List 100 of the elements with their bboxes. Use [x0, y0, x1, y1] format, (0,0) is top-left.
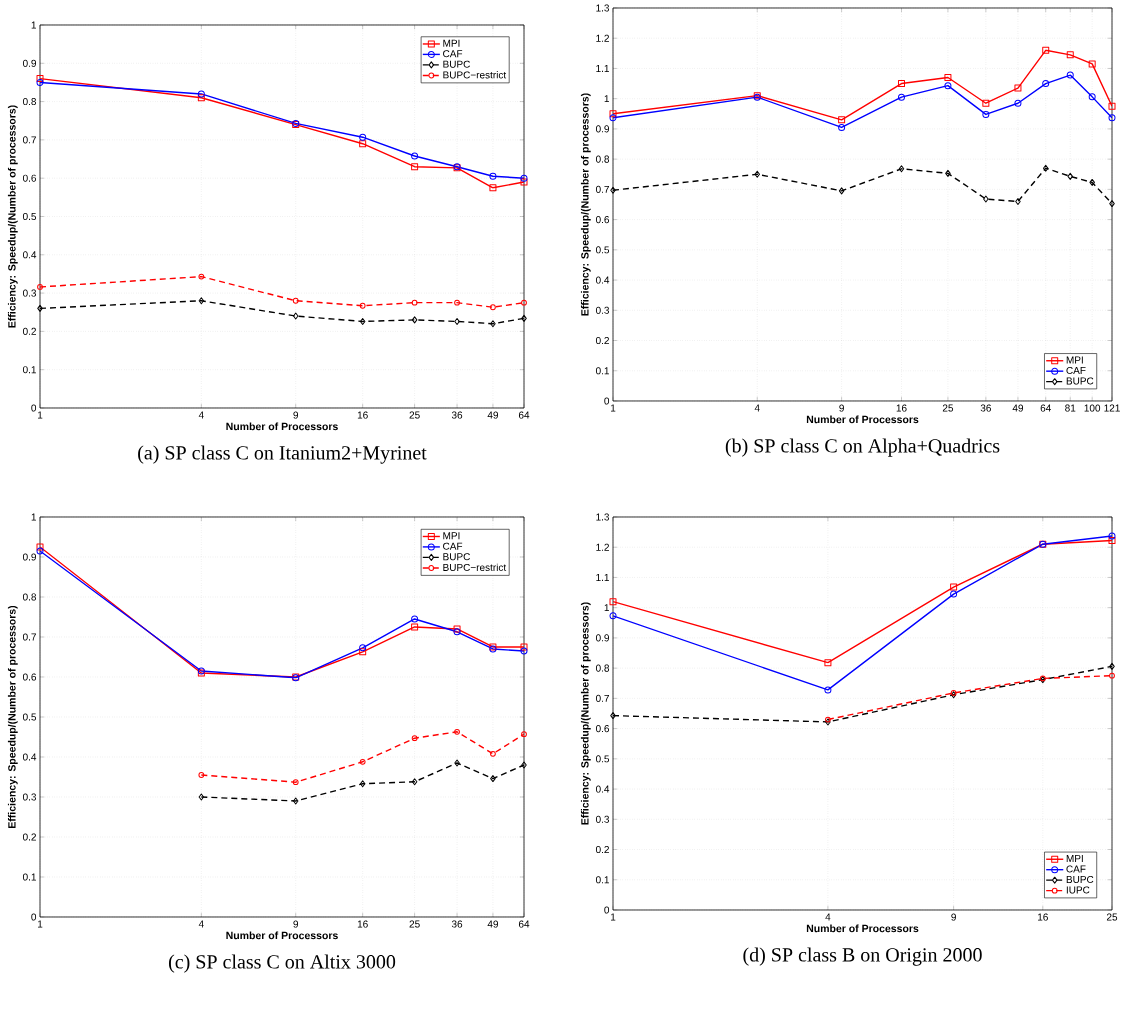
x-tick-label: 4: [754, 404, 760, 412]
text: (b) SP class C on Alpha+Quadrics: [725, 438, 1000, 457]
y-tick-label: 0.3: [595, 306, 610, 314]
y-tick-label: 0.1: [595, 367, 609, 375]
x-tick-label: 121: [1104, 404, 1120, 412]
y-tick-label: 0.4: [595, 276, 610, 284]
y-tick-label: 0.2: [22, 833, 36, 841]
y-axis-title: Efficiency: Speedup/(Number of processors): [7, 105, 18, 328]
y-tick-label: 0.9: [22, 553, 37, 561]
x-tick-label: 9: [839, 404, 844, 412]
y-tick-label: 0.3: [22, 793, 37, 801]
x-axis-title: Number of Processors: [806, 924, 919, 933]
y-axis-title: Efficiency: Speedup/(Number of processors): [580, 602, 591, 825]
x-tick-label: 4: [198, 920, 204, 928]
y-tick-label: 0.7: [595, 694, 609, 702]
legend-label: CAF: [1066, 865, 1086, 873]
x-tick-label: 1: [610, 913, 616, 921]
legend-label: MPI: [1066, 855, 1083, 862]
y-tick-label: 0.7: [22, 136, 36, 144]
x-tick-label: 64: [518, 411, 530, 419]
legend-label: CAF: [443, 50, 463, 58]
y-tick-label: 0.5: [22, 713, 37, 721]
y-tick-label: 0: [604, 397, 610, 405]
x-tick-label: 1: [37, 411, 43, 419]
legend-label: BUPC: [443, 60, 470, 68]
x-tick-label: 100: [1084, 404, 1101, 412]
x-tick-label: 25: [1106, 913, 1118, 921]
x-tick-label: 4: [825, 913, 831, 921]
x-tick-label: 16: [1038, 913, 1048, 921]
x-tick-label: 25: [409, 920, 420, 928]
y-tick-label: 1.1: [596, 574, 609, 581]
x-tick-label: 1: [37, 920, 43, 928]
x-axis-title: Number of Processors: [806, 415, 919, 424]
x-axis-title: Number of Processors: [226, 422, 338, 431]
x-tick-label: 4: [198, 411, 204, 419]
y-tick-label: 0.7: [22, 633, 36, 641]
x-tick-label: 49: [1012, 404, 1024, 412]
y-tick-label: 0.6: [22, 673, 37, 681]
x-tick-label: 16: [357, 411, 368, 419]
y-tick-label: 0.2: [22, 327, 36, 335]
x-tick-label: 49: [487, 920, 499, 928]
y-tick-label: 1: [604, 95, 609, 103]
legend-label: BUPC: [443, 553, 470, 561]
text: (d) SP class B on Origin 2000: [743, 947, 982, 966]
y-tick-label: 0: [604, 906, 610, 914]
x-tick-label: 36: [980, 404, 991, 412]
y-tick-label: 0.5: [595, 755, 610, 763]
y-tick-label: 1.1: [596, 65, 609, 72]
x-axis-title: Number of Processors: [226, 931, 338, 940]
y-tick-label: 1.3: [596, 513, 610, 521]
y-tick-label: 0.4: [22, 753, 37, 761]
y-tick-label: 0.8: [595, 664, 610, 672]
x-tick-label: 25: [942, 404, 954, 412]
legend-label: CAF: [443, 542, 463, 550]
y-tick-label: 0.3: [22, 289, 37, 297]
y-tick-label: 1.2: [596, 543, 609, 551]
x-tick-label: 49: [487, 411, 499, 419]
legend-label: BUPC−restrict: [443, 563, 507, 571]
y-tick-label: 0.6: [22, 174, 37, 182]
y-tick-label: 1.3: [596, 4, 610, 12]
legend-label: BUPC: [1066, 875, 1094, 884]
x-tick-label: 64: [518, 920, 530, 928]
y-tick-label: 0.8: [22, 98, 37, 106]
y-tick-label: 0.3: [595, 815, 610, 823]
legend-label: MPI: [1066, 356, 1083, 364]
x-tick-label: 1: [610, 404, 616, 412]
y-axis-title: Efficiency: Speedup/(Number of processors): [7, 605, 18, 828]
legend-label: CAF: [1066, 366, 1086, 375]
y-tick-label: 1: [31, 21, 36, 29]
legend-label: IUPC: [1066, 886, 1090, 894]
x-tick-label: 9: [293, 920, 299, 928]
y-tick-label: 0.2: [595, 336, 609, 345]
y-tick-label: 0.5: [595, 246, 610, 254]
y-tick-label: 0.1: [595, 876, 609, 884]
y-tick-label: 0: [31, 913, 37, 921]
text: (a) SP class C on Itanium2+Myrinet: [138, 445, 427, 464]
y-tick-label: 0.9: [595, 125, 610, 133]
y-tick-label: 0.4: [595, 785, 610, 793]
x-tick-label: 36: [451, 411, 463, 419]
text: (c) SP class C on Altix 3000: [169, 954, 396, 973]
y-tick-label: 0.7: [595, 185, 609, 193]
y-tick-label: 0.4: [22, 251, 37, 259]
legend-label: MPI: [443, 532, 460, 540]
y-axis-title: Efficiency: Speedup/(Number of processors): [580, 93, 591, 316]
legend-label: BUPC: [1066, 377, 1094, 385]
x-tick-label: 9: [951, 913, 956, 921]
y-tick-label: 1: [31, 513, 36, 521]
y-tick-label: 0: [31, 404, 37, 412]
y-tick-label: 0.9: [22, 59, 37, 67]
x-tick-label: 36: [451, 920, 463, 928]
x-tick-label: 64: [1040, 404, 1051, 412]
y-tick-label: 0.9: [595, 634, 610, 642]
x-tick-label: 16: [896, 404, 907, 412]
x-tick-label: 25: [409, 411, 420, 419]
y-tick-label: 0.2: [595, 845, 609, 854]
y-tick-label: 0.8: [595, 155, 610, 163]
y-tick-label: 1: [604, 604, 609, 612]
y-tick-label: 0.1: [22, 366, 36, 374]
x-tick-label: 16: [357, 920, 368, 928]
y-tick-label: 0.1: [22, 873, 36, 881]
